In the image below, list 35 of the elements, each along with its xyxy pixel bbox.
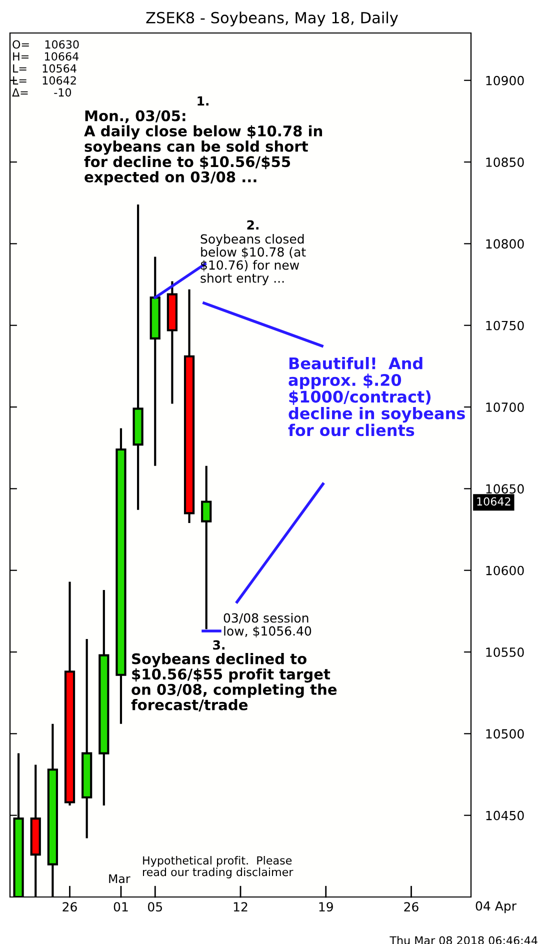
- x-tick-label: 26: [404, 902, 418, 912]
- text: 10642: [477, 497, 510, 506]
- annotation: Δ= -10: [12, 88, 72, 97]
- annotation: Soybeans closed below $10.78 (at $10.76) for new short entry ...: [200, 234, 306, 286]
- y-tick-label: 10850: [486, 158, 524, 167]
- annotation: 03/08 session low, $1056.40: [224, 613, 312, 638]
- y-tick-label: 10700: [486, 402, 524, 412]
- x-tick-label: 26: [62, 902, 77, 912]
- annotation: 1.: [198, 96, 208, 106]
- candlestick: [201, 464, 212, 630]
- annotation: H= 10664: [13, 52, 79, 61]
- x-tick-label: 05: [148, 902, 162, 912]
- annotation: Mon., 03/05: A daily close below $10.78 in soybeans can be sold short for decline to $10.56/$55 expected on 03/08 ...: [84, 110, 322, 186]
- y-tick-label: 10600: [486, 566, 524, 576]
- annotation: O= 10630: [12, 40, 79, 49]
- y-tick-label: 10550: [486, 647, 524, 657]
- x-tick-label: 01: [114, 902, 128, 912]
- y-tick-label: 10800: [486, 239, 524, 249]
- annotation: Mar: [109, 874, 130, 884]
- annotation: 2.: [247, 220, 258, 230]
- text: 04 Apr: [476, 901, 517, 914]
- annotation: L= 10564: [13, 64, 76, 73]
- annotation: Soybeans declined to $10.56/$55 profit target on 03/08, completing the forecast/trade: [131, 653, 337, 712]
- annotation: 3.: [213, 640, 224, 650]
- y-tick-label: 10650: [486, 484, 524, 494]
- y-tick-label: 10500: [486, 729, 524, 739]
- x-tick-label: 12: [234, 902, 248, 912]
- annotation: Beautiful! And approx. $.20 $1000/contract) decline in soybeans for our clients: [288, 357, 465, 436]
- y-tick-label: 10450: [486, 810, 524, 820]
- annotation: L= 10642: [13, 76, 76, 85]
- annotation: Hypothetical profit. Please read our trading disclaimer: [143, 856, 294, 878]
- x-tick-label: 19: [319, 902, 333, 912]
- y-tick-label: 10750: [486, 320, 524, 330]
- y-tick-label: 10900: [486, 76, 524, 86]
- chart-title: ZSEK8 - Soybeans, May 18, Daily: [146, 12, 398, 26]
